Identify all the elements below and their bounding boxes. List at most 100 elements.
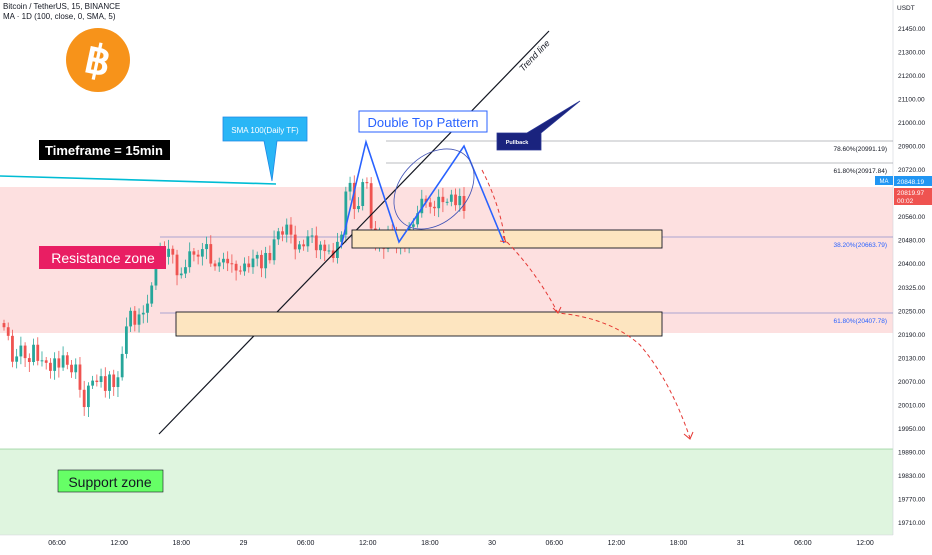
candle-body — [137, 314, 141, 325]
timeframe-label-box — [39, 140, 170, 160]
fib-level-label: 38.20%(20663.79) — [834, 242, 888, 249]
candle-body — [243, 263, 246, 272]
symbol-title: Bitcoin / TetherUS, 15, BINANCE — [3, 2, 121, 11]
candle-body — [420, 198, 424, 214]
price-tick-label: 21100.00 — [898, 97, 925, 104]
support-label-box — [57, 469, 164, 493]
candle-body — [276, 231, 280, 240]
time-tick-label: 18:00 — [421, 540, 439, 547]
candle-body — [196, 254, 200, 257]
candle-body — [57, 358, 61, 368]
upper-zone-box — [351, 229, 663, 249]
price-tick-label: 20900.00 — [898, 144, 925, 151]
candle-body — [112, 374, 116, 388]
candle-body — [108, 374, 111, 391]
time-tick-label: 06:00 — [48, 540, 66, 547]
price-tick-label: 19950.00 — [898, 426, 925, 433]
candle-body — [327, 250, 331, 252]
candle-body — [120, 353, 124, 378]
resistance-label-box — [39, 246, 166, 269]
fib-level-label: 61.80%(20917.84) — [834, 168, 888, 175]
candle-body — [200, 249, 204, 257]
candle-body — [238, 270, 242, 272]
candle-body — [32, 344, 35, 362]
candle-body — [222, 258, 225, 263]
candle-body — [293, 234, 297, 250]
projection-arrow-1 — [499, 235, 507, 243]
pullback-ellipse — [393, 148, 475, 230]
candle-body — [449, 194, 453, 202]
candle-body — [184, 267, 187, 274]
candle-body — [99, 376, 103, 383]
candle-body — [27, 358, 31, 362]
candle-body — [416, 213, 419, 225]
candle-body — [319, 244, 322, 251]
candle-body — [154, 252, 158, 286]
candle-body — [78, 364, 82, 390]
time-tick-label: 06:00 — [794, 540, 812, 547]
time-tick-label: 12:00 — [110, 540, 128, 547]
time-tick-label: 12:00 — [856, 540, 874, 547]
candle-body — [23, 345, 27, 359]
price-tick-label: 20400.00 — [898, 261, 925, 268]
candle-body — [264, 252, 268, 269]
candle-body — [53, 358, 57, 371]
candle-body — [179, 273, 183, 276]
candle-body — [141, 312, 145, 315]
candle-body — [19, 345, 23, 357]
price-tick-label: 21000.00 — [898, 120, 925, 127]
time-tick-label: 06:00 — [297, 540, 315, 547]
candle-body — [213, 263, 217, 267]
candle-body — [251, 258, 255, 268]
price-tick-label: 19830.00 — [898, 473, 925, 480]
fib-level-label: 78.60%(20991.19) — [834, 146, 888, 153]
resistance-label: Resistance zone — [51, 250, 155, 266]
candle-body — [310, 235, 314, 237]
candle-body — [124, 326, 128, 354]
countdown-value: 00:02 — [897, 198, 914, 205]
time-tick-label: 12:00 — [608, 540, 626, 547]
candle-body — [352, 182, 356, 210]
candle-body — [441, 196, 445, 203]
lower-zone-box — [175, 311, 663, 337]
candle-body — [226, 258, 230, 264]
double-top-label: Double Top Pattern — [367, 115, 478, 130]
price-tick-label: 19890.00 — [898, 449, 925, 456]
double-top-label-box — [358, 110, 488, 133]
candle-body — [340, 234, 344, 242]
price-tick-label: 21200.00 — [898, 73, 925, 80]
candle-body — [302, 244, 306, 247]
timeframe-label: Timeframe = 15min — [45, 143, 163, 158]
indicator-label: MA · 1D (100, close, 0, SMA, 5) — [3, 12, 116, 21]
candle-body — [234, 263, 238, 271]
trend-line-label: Trend line — [517, 38, 552, 73]
candle-body — [65, 355, 69, 365]
candle-body — [424, 198, 428, 203]
price-tick-label: 19710.00 — [898, 520, 925, 527]
candle-body — [36, 344, 40, 361]
candle-body — [462, 195, 466, 211]
sma-line — [0, 175, 277, 185]
currency-label: USDT — [897, 5, 915, 12]
candle-body — [2, 323, 6, 328]
candle-body — [82, 389, 86, 408]
candle-body — [217, 262, 221, 267]
time-tick-label: 29 — [240, 540, 248, 547]
candle-body — [255, 254, 259, 259]
projection-arrow-2 — [552, 306, 562, 314]
candle-body — [209, 244, 213, 264]
candle-body — [348, 182, 352, 192]
candle-body — [314, 235, 318, 251]
last-price-value: 20819.97 — [897, 190, 924, 197]
candle-body — [129, 310, 133, 327]
candle-body — [11, 335, 14, 362]
last-price-badge — [894, 188, 932, 205]
candle-body — [192, 251, 196, 255]
candle-body — [458, 195, 462, 206]
candle-body — [44, 360, 48, 363]
time-tick-label: 12:00 — [359, 540, 377, 547]
candle-body — [133, 310, 137, 325]
candle-body — [437, 196, 441, 209]
